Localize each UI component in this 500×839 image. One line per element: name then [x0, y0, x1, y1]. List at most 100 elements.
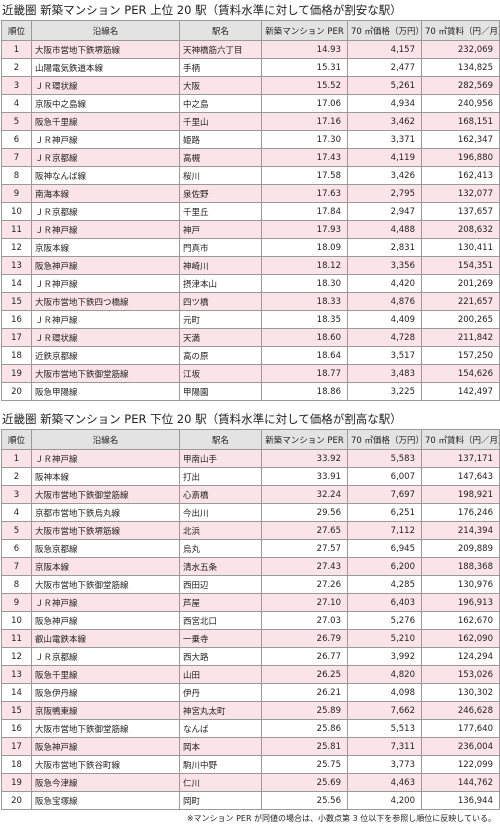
table-cell: 211,842	[421, 328, 500, 347]
table-cell: 6,945	[347, 539, 422, 558]
table-cell: ＪＲ神戸線	[31, 449, 180, 468]
table-cell: 心斎橋	[179, 485, 262, 504]
table-cell: 26.77	[261, 647, 348, 666]
table-cell: 157,250	[421, 346, 500, 365]
table-cell: 6	[1, 539, 32, 558]
table-cell: 14	[1, 683, 32, 702]
table-cell: 4,420	[347, 274, 422, 293]
table-cell: 7,697	[347, 485, 422, 504]
table-cell: 3,773	[347, 755, 422, 774]
table-cell: 5,583	[347, 449, 422, 468]
table-cell: 25.81	[261, 737, 348, 756]
table-cell: 18.30	[261, 274, 348, 293]
table-cell: 11	[1, 220, 32, 239]
table-cell: 京阪中之島線	[31, 94, 180, 113]
table-cell: 1	[1, 40, 32, 59]
table-row: 14 ＪＲ神戸線 摂津本山 18.30 4,420 201,269	[1, 274, 500, 293]
table-cell: 5,261	[347, 76, 422, 95]
table-cell: 元町	[179, 310, 262, 329]
table-cell: 4	[1, 94, 32, 113]
table-cell: 198,921	[421, 485, 500, 504]
table-cell: 18.60	[261, 328, 348, 347]
table-row: 9 ＪＲ神戸線 芦屋 27.10 6,403 196,913	[1, 593, 500, 612]
table-row: 10 ＪＲ京都線 千里丘 17.84 2,947 137,657	[1, 202, 500, 221]
table-cell: 142,497	[421, 382, 500, 401]
table-row: 15 京阪鴨東線 神宮丸太町 25.89 7,662 246,628	[1, 701, 500, 720]
table-cell: 阪急千里線	[31, 112, 180, 131]
table-cell: 京阪本線	[31, 238, 180, 257]
document: 近畿圏 新築マンション PER 上位 20 駅（賃料水準に対して価格が割安な駅）…	[1, 3, 500, 810]
table-cell: ＪＲ神戸線	[31, 310, 180, 329]
table-cell: 阪急神戸線	[31, 737, 180, 756]
table-row: 1 大阪市営地下鉄堺筋線 天神橋筋六丁目 14.93 4,157 232,069	[1, 40, 500, 59]
table-cell: 阪急神戸線	[31, 611, 180, 630]
table-cell: 4,285	[347, 575, 422, 594]
header-row: 順位 沿線名 駅名 新築マンション PER 70 ㎡価格（万円） 70 ㎡賃料（円／月）	[1, 429, 500, 450]
table-cell: 9	[1, 593, 32, 612]
table-row: 12 京阪本線 門真市 18.09 2,831 130,411	[1, 238, 500, 257]
table-cell: 136,944	[421, 791, 500, 810]
table-cell: 3,483	[347, 364, 422, 383]
table-cell: 摂津本山	[179, 274, 262, 293]
table-cell: 今出川	[179, 503, 262, 522]
table-cell: 大阪市営地下鉄堺筋線	[31, 40, 180, 59]
table-cell: 4,409	[347, 310, 422, 329]
table-cell: 17.06	[261, 94, 348, 113]
table-row: 19 大阪市営地下鉄御堂筋線 江坂 18.77 3,483 154,626	[1, 364, 500, 383]
table-row: 8 阪神なんば線 桜川 17.58 3,426 162,413	[1, 166, 500, 185]
table-cell: 2,477	[347, 58, 422, 77]
table-cell: 北浜	[179, 521, 262, 540]
table-cell: なんば	[179, 719, 262, 738]
table-cell: 4,119	[347, 148, 422, 167]
table-row: 16 大阪市営地下鉄御堂筋線 なんば 25.86 5,513 177,640	[1, 719, 500, 738]
header-cell: 70 ㎡賃料（円／月）	[421, 20, 500, 41]
table-cell: 2,795	[347, 184, 422, 203]
table-cell: 神戸	[179, 220, 262, 239]
table-cell: 5,513	[347, 719, 422, 738]
table-cell: 大阪市営地下鉄御堂筋線	[31, 364, 180, 383]
table-cell: 201,269	[421, 274, 500, 293]
table-cell: 天神橋筋六丁目	[179, 40, 262, 59]
table-cell: 4,157	[347, 40, 422, 59]
table-cell: 20	[1, 382, 32, 401]
header-cell: 順位	[1, 20, 32, 41]
header-cell: 順位	[1, 429, 32, 450]
table-cell: 阪神本線	[31, 467, 180, 486]
table-cell: 岡町	[179, 791, 262, 810]
table-cell: 15	[1, 701, 32, 720]
table-cell: 3,225	[347, 382, 422, 401]
table-cell: 11	[1, 629, 32, 648]
table-cell: 阪急今津線	[31, 773, 180, 792]
table-cell: 3,517	[347, 346, 422, 365]
table-cell: 18.09	[261, 238, 348, 257]
table-cell: 4,463	[347, 773, 422, 792]
table-cell: 中之島	[179, 94, 262, 113]
table-cell: 4,488	[347, 220, 422, 239]
table-row: 4 京阪中之島線 中之島 17.06 4,934 240,956	[1, 94, 500, 113]
table-cell: 13	[1, 665, 32, 684]
table-cell: 甲南山手	[179, 449, 262, 468]
table-cell: 18.35	[261, 310, 348, 329]
table-cell: 162,090	[421, 629, 500, 648]
table-row: 2 山陽電気鉄道本線 手柄 15.31 2,477 134,825	[1, 58, 500, 77]
header-cell: 新築マンション PER	[261, 20, 348, 41]
table-cell: 3,992	[347, 647, 422, 666]
table-cell: 214,394	[421, 521, 500, 540]
table-cell: ＪＲ京都線	[31, 647, 180, 666]
table-cell: 門真市	[179, 238, 262, 257]
table-cell: 9	[1, 184, 32, 203]
table-cell: 天満	[179, 328, 262, 347]
table-cell: 清水五条	[179, 557, 262, 576]
table-cell: 137,171	[421, 449, 500, 468]
table-cell: 四ツ橋	[179, 292, 262, 311]
table-row: 13 阪急千里線 山田 26.25 4,820 153,026	[1, 665, 500, 684]
table-cell: 14	[1, 274, 32, 293]
table-cell: 18.33	[261, 292, 348, 311]
table-cell: 25.56	[261, 791, 348, 810]
table-cell: 京阪鴨東線	[31, 701, 180, 720]
table-cell: 3,426	[347, 166, 422, 185]
table-cell: 6,403	[347, 593, 422, 612]
table-cell: 221,657	[421, 292, 500, 311]
table-cell: 27.43	[261, 557, 348, 576]
table-cell: 8	[1, 575, 32, 594]
